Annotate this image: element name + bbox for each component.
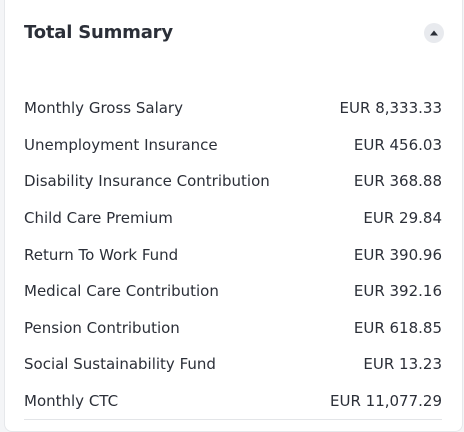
row-label: Return To Work Fund bbox=[24, 245, 179, 264]
summary-list: Monthly Gross Salary EUR 8,333.33 Unempl… bbox=[24, 90, 442, 421]
summary-row-medical-care: Medical Care Contribution EUR 392.16 bbox=[24, 273, 442, 310]
chevron-up-icon bbox=[430, 30, 438, 36]
row-value: EUR 618.85 bbox=[353, 318, 442, 337]
row-value: EUR 392.16 bbox=[353, 282, 442, 301]
summary-row-pension-contribution: Pension Contribution EUR 618.85 bbox=[24, 310, 442, 347]
row-value: EUR 11,077.29 bbox=[330, 392, 442, 411]
summary-row-child-care-premium: Child Care Premium EUR 29.84 bbox=[24, 200, 442, 237]
row-value: EUR 29.84 bbox=[363, 209, 442, 228]
row-value: EUR 8,333.33 bbox=[339, 99, 442, 118]
row-label: Medical Care Contribution bbox=[24, 282, 219, 301]
row-label: Monthly CTC bbox=[24, 392, 119, 411]
row-value: EUR 13.23 bbox=[363, 355, 442, 374]
row-label: Child Care Premium bbox=[24, 209, 173, 228]
row-label: Social Sustainability Fund bbox=[24, 355, 216, 374]
total-summary-card: Total Summary Monthly Gross Salary EUR 8… bbox=[4, 0, 463, 432]
row-label: Unemployment Insurance bbox=[24, 135, 218, 154]
summary-row-monthly-gross-salary: Monthly Gross Salary EUR 8,333.33 bbox=[24, 90, 442, 127]
summary-row-unemployment-insurance: Unemployment Insurance EUR 456.03 bbox=[24, 127, 442, 164]
row-value: EUR 368.88 bbox=[353, 172, 442, 191]
row-label: Disability Insurance Contribution bbox=[24, 172, 270, 191]
row-label: Monthly Gross Salary bbox=[24, 99, 183, 118]
summary-row-social-sustainability: Social Sustainability Fund EUR 13.23 bbox=[24, 346, 442, 383]
row-value: EUR 390.96 bbox=[353, 245, 442, 264]
row-label: Pension Contribution bbox=[24, 318, 180, 337]
summary-header: Total Summary bbox=[24, 20, 444, 46]
summary-row-disability-insurance: Disability Insurance Contribution EUR 36… bbox=[24, 163, 442, 200]
summary-title: Total Summary bbox=[24, 22, 173, 43]
row-value: EUR 456.03 bbox=[353, 135, 442, 154]
collapse-toggle-button[interactable] bbox=[424, 23, 444, 43]
summary-row-monthly-ctc: Monthly CTC EUR 11,077.29 bbox=[24, 383, 442, 421]
summary-row-return-to-work-fund: Return To Work Fund EUR 390.96 bbox=[24, 236, 442, 273]
